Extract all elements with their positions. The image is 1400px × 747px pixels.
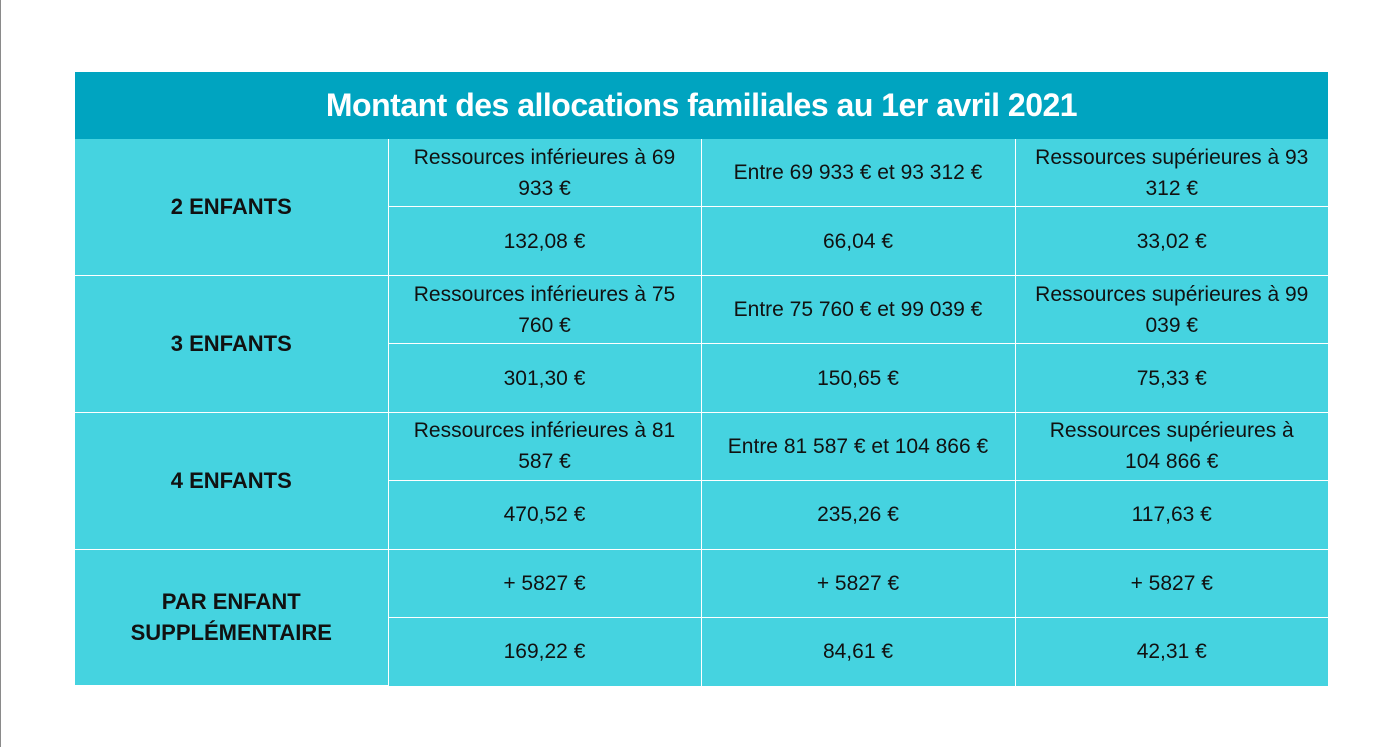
amount-cell: 66,04 € [700, 206, 1016, 276]
table-row: 4 ENFANTS Ressources inférieures à 81 58… [75, 411, 1328, 550]
threshold-cell: Ressources inférieures à 75 760 € [387, 274, 702, 345]
threshold-cell: Ressources supérieures à 99 039 € [1014, 274, 1328, 345]
threshold-cell: Entre 69 933 € et 93 312 € [700, 139, 1016, 208]
table-row: 3 ENFANTS Ressources inférieures à 75 76… [75, 274, 1328, 413]
table-row: PAR ENFANT SUPPLÉMENTAIRE + 5827 € + 582… [75, 548, 1328, 687]
row-header-3-enfants: 3 ENFANTS [75, 274, 389, 413]
row-header-par-enfant-supplementaire: PAR ENFANT SUPPLÉMENTAIRE [75, 548, 389, 687]
amount-cell: 235,26 € [700, 480, 1016, 550]
amount-cell: 150,65 € [700, 343, 1016, 413]
table-row: 132,08 € 66,04 € 33,02 € [75, 206, 1328, 276]
table-row: 2 ENFANTS Ressources inférieures à 69 93… [75, 139, 1328, 276]
table-title: Montant des allocations familiales au 1e… [75, 72, 1328, 139]
threshold-cell: Ressources inférieures à 69 933 € [387, 139, 702, 208]
allocations-table-container: Montant des allocations familiales au 1e… [75, 72, 1328, 687]
row-header-4-enfants: 4 ENFANTS [75, 411, 389, 550]
table-row: 301,30 € 150,65 € 75,33 € [75, 343, 1328, 413]
row-header-2-enfants: 2 ENFANTS [75, 139, 389, 276]
amount-cell: 117,63 € [1014, 480, 1328, 550]
amount-cell: 169,22 € [388, 617, 702, 686]
amount-cell: 132,08 € [388, 206, 702, 276]
threshold-cell: + 5827 € [387, 548, 702, 619]
threshold-cell: Entre 75 760 € et 99 039 € [700, 274, 1016, 345]
threshold-cell: Ressources supérieures à 104 866 € [1014, 411, 1328, 482]
amount-cell: 84,61 € [700, 617, 1016, 686]
amount-cell: 33,02 € [1014, 206, 1328, 276]
table-row: 169,22 € 84,61 € 42,31 € [75, 617, 1328, 686]
allocations-table: 2 ENFANTS Ressources inférieures à 69 93… [75, 139, 1328, 687]
amount-cell: 42,31 € [1014, 617, 1328, 686]
amount-cell: 301,30 € [388, 343, 702, 413]
threshold-cell: Entre 81 587 € et 104 866 € [700, 411, 1016, 482]
amount-cell: 470,52 € [388, 480, 702, 550]
threshold-cell: Ressources supérieures à 93 312 € [1014, 139, 1328, 208]
threshold-cell: + 5827 € [1014, 548, 1328, 619]
page-edge-line [0, 0, 1, 747]
threshold-cell: + 5827 € [700, 548, 1016, 619]
amount-cell: 75,33 € [1014, 343, 1328, 413]
threshold-cell: Ressources inférieures à 81 587 € [387, 411, 702, 482]
